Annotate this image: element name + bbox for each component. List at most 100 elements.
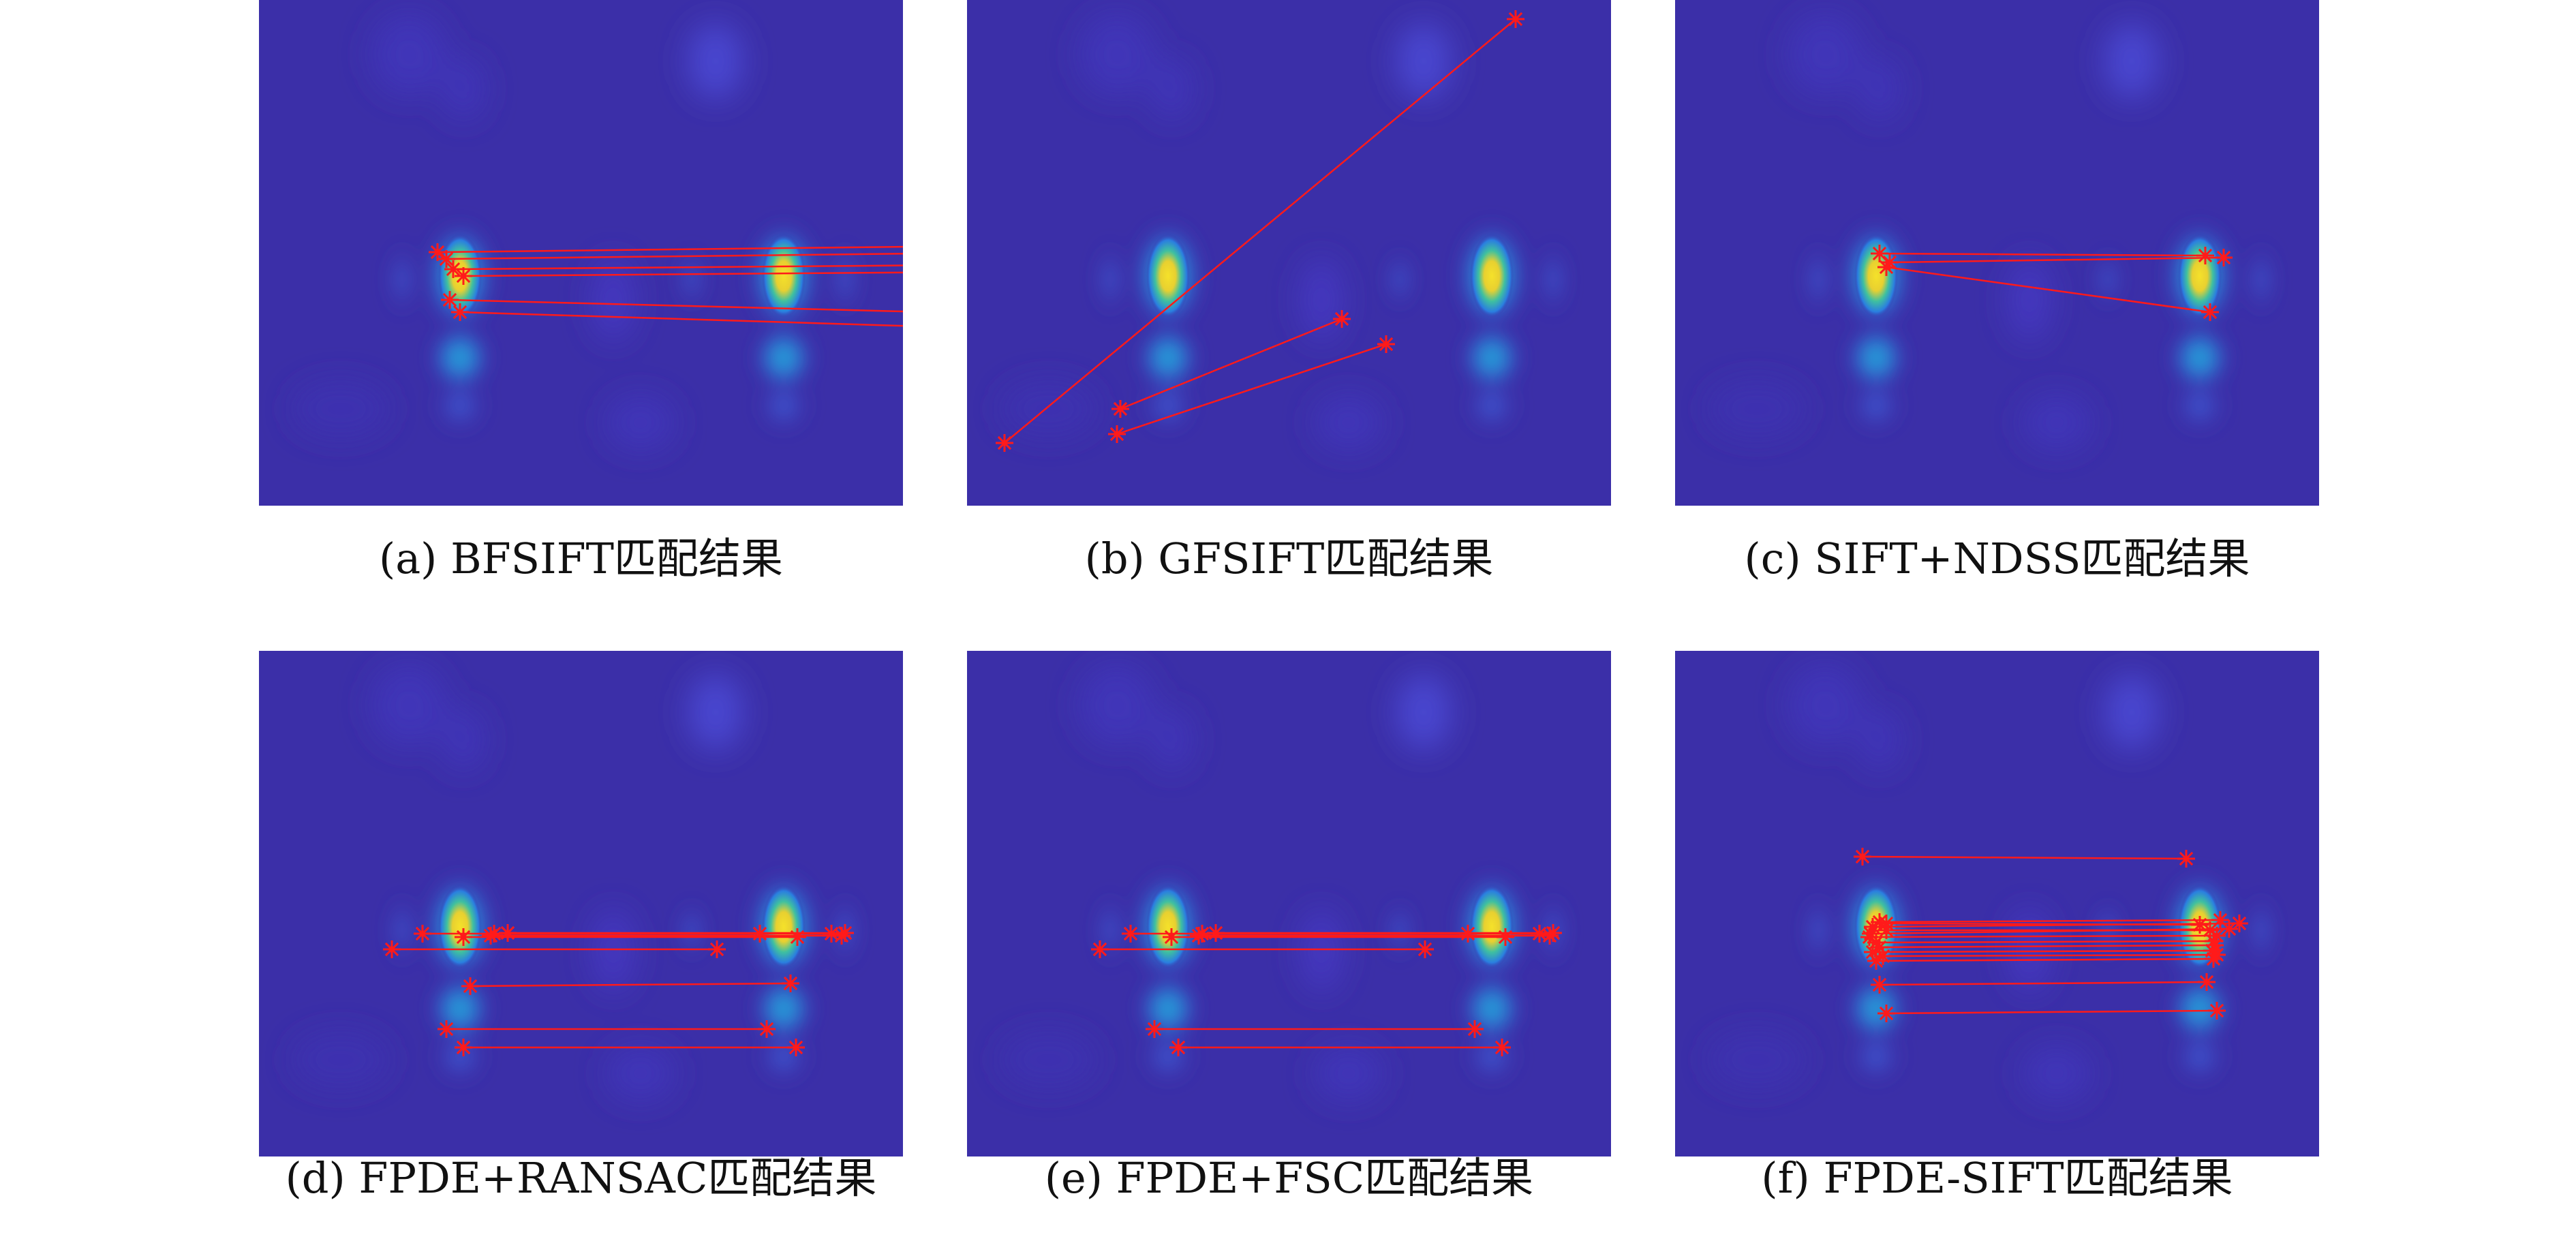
keypoint-marker-right — [1377, 335, 1395, 353]
panel-e-matches — [1091, 924, 1562, 1056]
keypoint-marker-right — [2208, 1002, 2226, 1020]
keypoint-marker-right — [2191, 916, 2209, 934]
keypoint-marker-left — [1111, 400, 1129, 418]
match-line — [437, 245, 903, 254]
keypoint-marker-right — [833, 927, 850, 945]
panel-f-image — [1675, 651, 2319, 1159]
keypoint-marker-right — [2177, 850, 2195, 868]
match-line — [1886, 922, 2201, 926]
keypoint-marker-left — [1871, 976, 1888, 994]
panel-d-matches — [383, 924, 854, 1056]
keypoint-marker-left — [1877, 1005, 1895, 1022]
keypoint-marker-right — [2215, 249, 2233, 266]
match-line — [463, 271, 903, 277]
panel-b-caption: (b) GFSIFT匹配结果 — [1084, 534, 1494, 583]
panel-f-fpde-sift: (f) FPDE-SIFT匹配结果 — [1675, 651, 2319, 1203]
keypoint-marker-left — [1207, 924, 1225, 942]
keypoint-marker-left — [1190, 927, 1208, 945]
panel-b-matches — [996, 10, 1524, 452]
match-line — [1879, 919, 2221, 923]
keypoint-marker-right — [1541, 927, 1559, 945]
panel-e-caption: (e) FPDE+FSC匹配结果 — [1044, 1153, 1534, 1203]
match-line — [1872, 949, 2213, 953]
keypoint-marker-left — [451, 303, 469, 321]
keypoint-marker-right — [782, 975, 799, 992]
keypoint-marker-left — [996, 434, 1013, 452]
keypoint-marker-left — [1877, 915, 1895, 932]
match-line — [1875, 940, 2214, 944]
keypoint-marker-left — [1862, 925, 1880, 943]
keypoint-marker-right — [2230, 915, 2248, 932]
keypoint-marker-right — [2205, 950, 2222, 968]
match-line — [1889, 256, 2224, 264]
keypoint-marker-right — [787, 1039, 805, 1056]
keypoint-marker-left — [1091, 940, 1109, 958]
match-line — [470, 982, 791, 987]
panel-f-matches — [1854, 848, 2248, 1022]
panel-d-fpde-ransac: (d) FPDE+RANSAC匹配结果 — [259, 651, 903, 1203]
keypoint-marker-right — [1416, 940, 1434, 958]
panel-e-image — [967, 651, 1611, 1159]
match-line — [1886, 1009, 2218, 1015]
keypoint-marker-right — [708, 940, 726, 958]
panel-d-image — [259, 651, 903, 1159]
panel-a-bfsift: (a) BFSIFT匹配结果 — [259, 0, 903, 583]
match-line — [1862, 855, 2187, 860]
match-line — [1120, 318, 1343, 410]
keypoint-marker-left — [1867, 952, 1885, 970]
keypoint-marker-right — [2220, 920, 2238, 938]
match-line — [1882, 953, 2218, 957]
keypoint-marker-right — [1507, 10, 1524, 28]
panel-b-image — [967, 0, 1611, 508]
keypoint-marker-right — [758, 1020, 776, 1038]
keypoint-marker-right — [788, 928, 806, 946]
keypoint-marker-right — [1466, 1020, 1484, 1038]
keypoint-marker-right — [2201, 303, 2219, 321]
keypoint-marker-left — [1169, 1039, 1187, 1056]
match-line — [1116, 343, 1387, 435]
match-line — [449, 298, 903, 313]
panel-f-caption: (f) FPDE-SIFT匹配结果 — [1761, 1153, 2233, 1203]
panel-c-image — [1675, 0, 2319, 508]
keypoint-marker-right — [2198, 973, 2215, 991]
match-line — [1879, 944, 2215, 949]
keypoint-marker-left — [383, 940, 401, 958]
panel-a-image — [259, 0, 903, 508]
panel-a-caption: (a) BFSIFT匹配结果 — [379, 534, 783, 583]
keypoint-marker-left — [455, 928, 472, 946]
match-line — [453, 264, 903, 271]
match-line — [1879, 252, 2206, 257]
panel-c-caption: (c) SIFT+NDSS匹配结果 — [1744, 534, 2250, 583]
keypoint-marker-left — [414, 925, 431, 943]
panel-c-matches — [1871, 245, 2233, 321]
keypoint-marker-right — [1333, 310, 1351, 328]
match-line — [1879, 981, 2207, 986]
panel-d-caption: (d) FPDE+RANSAC匹配结果 — [285, 1153, 877, 1203]
keypoint-marker-left — [482, 927, 500, 945]
keypoint-marker-left — [1108, 425, 1126, 443]
match-line — [1870, 928, 2230, 935]
panel-e-fpde-fsc: (e) FPDE+FSC匹配结果 — [967, 651, 1611, 1203]
panel-c-sift-ndss: (c) SIFT+NDSS匹配结果 — [1675, 0, 2319, 583]
keypoint-marker-left — [455, 1039, 472, 1056]
match-line — [1869, 934, 2218, 938]
keypoint-marker-left — [1122, 925, 1139, 943]
keypoint-marker-left — [441, 291, 459, 309]
keypoint-marker-left — [1163, 928, 1180, 946]
keypoint-marker-left — [438, 1020, 455, 1038]
keypoint-marker-left — [1146, 1020, 1163, 1038]
keypoint-marker-left — [499, 924, 517, 942]
keypoint-marker-left — [1877, 258, 1895, 276]
keypoint-marker-left — [444, 260, 462, 278]
match-line — [1875, 957, 2214, 962]
match-line — [1004, 18, 1516, 444]
match-line — [446, 253, 903, 260]
panel-b-gfsift: (b) GFSIFT匹配结果 — [967, 0, 1611, 583]
keypoint-marker-left — [438, 250, 455, 268]
match-line — [1886, 266, 2211, 313]
keypoint-marker-left — [455, 267, 472, 285]
match-line — [459, 311, 903, 327]
keypoint-marker-right — [1493, 1039, 1511, 1056]
keypoint-marker-right — [2196, 247, 2214, 264]
keypoint-marker-left — [1854, 848, 1871, 865]
